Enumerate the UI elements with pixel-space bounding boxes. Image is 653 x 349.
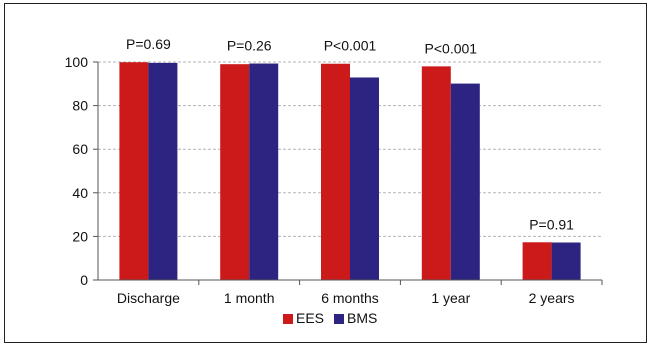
- p-value-label: P=0.26: [227, 38, 272, 54]
- legend-swatch-bms: [334, 314, 344, 324]
- y-axis-ticks: 0 20 40 60 80 100: [65, 54, 98, 288]
- legend-swatch-ees: [283, 314, 293, 324]
- y-tick-label: 100: [65, 54, 89, 70]
- p-value-label: P<0.001: [425, 40, 478, 56]
- p-value-label: P<0.001: [324, 38, 377, 54]
- bar-ees-2: [220, 64, 250, 281]
- legend: EES BMS: [283, 310, 377, 326]
- legend-label-bms: BMS: [347, 310, 377, 326]
- p-value-labels: P=0.69 P=0.26 P<0.001 P<0.001 P=0.91: [126, 36, 574, 232]
- x-axis-ticks: Discharge 1 month 6 months 1 year 2 years: [117, 280, 603, 306]
- bar-bms-5: [551, 242, 581, 280]
- bar-bms-4: [450, 83, 480, 280]
- bar-ees-1: [119, 62, 149, 280]
- legend-label-ees: EES: [296, 310, 324, 326]
- bar-bms-1: [148, 62, 178, 280]
- y-tick-label: 20: [72, 228, 88, 244]
- bar-ees-3: [321, 63, 350, 280]
- y-tick-label: 80: [72, 98, 88, 114]
- bar-ees-5: [522, 242, 552, 280]
- bar-bms-2: [249, 63, 279, 280]
- bars: [119, 62, 581, 281]
- p-value-label: P=0.69: [126, 36, 171, 52]
- x-tick-label: 6 months: [321, 290, 379, 306]
- y-tick-label: 40: [72, 185, 88, 201]
- x-tick-label: 1 month: [224, 290, 275, 306]
- bar-bms-3: [350, 77, 379, 280]
- p-value-label: P=0.91: [529, 216, 574, 232]
- axes: [97, 62, 602, 281]
- bar-ees-4: [421, 66, 451, 280]
- x-tick-label: 1 year: [431, 290, 470, 306]
- y-tick-label: 60: [72, 141, 88, 157]
- x-tick-label: Discharge: [117, 290, 180, 306]
- y-tick-label: 0: [80, 272, 88, 288]
- x-tick-label: 2 years: [529, 290, 575, 306]
